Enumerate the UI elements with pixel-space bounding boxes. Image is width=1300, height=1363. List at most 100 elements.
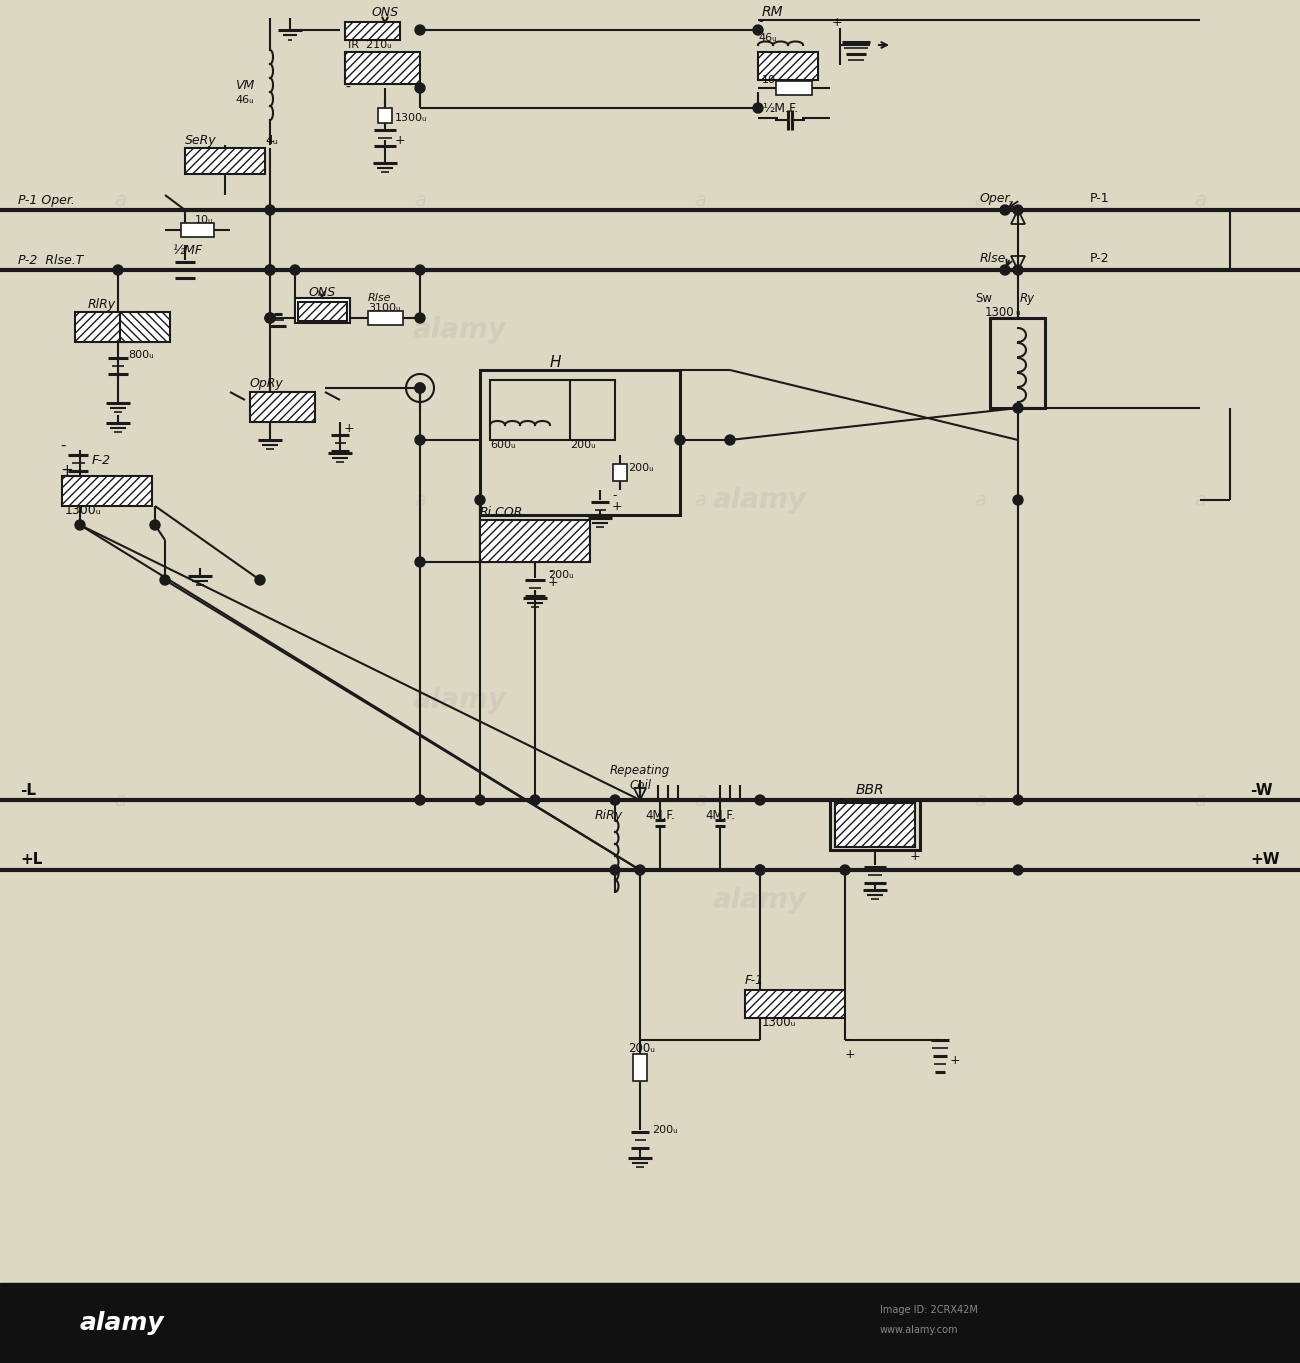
Circle shape [610,866,620,875]
Text: Repeating
Coil: Repeating Coil [610,765,670,792]
Text: +: + [910,849,920,863]
Text: a: a [114,491,126,510]
Bar [62,476,152,506]
Text: -: - [838,793,842,807]
Text: +W: +W [1251,852,1279,867]
Text: 600ᵤ: 600ᵤ [490,440,516,450]
Text: RM: RM [762,5,784,19]
Text: 10ᵤ: 10ᵤ [762,75,780,85]
Text: 4M.F.: 4M.F. [645,808,675,822]
Circle shape [634,866,645,875]
Text: P-1: P-1 [1089,191,1110,204]
Text: -: - [549,566,552,578]
Bar [835,803,915,846]
Circle shape [1013,866,1023,875]
Circle shape [1013,264,1023,275]
Circle shape [415,383,425,393]
Circle shape [725,435,734,444]
Bar [991,318,1045,408]
Text: H: H [549,354,560,369]
Text: Image ID: 2CRX42M: Image ID: 2CRX42M [880,1304,978,1315]
Text: -: - [60,438,65,453]
Circle shape [415,83,425,93]
Circle shape [265,204,276,215]
Text: a: a [974,191,985,210]
Circle shape [755,795,764,806]
Circle shape [530,795,540,806]
Bar [378,108,393,123]
Text: alamy: alamy [413,686,507,714]
Bar [614,463,627,481]
Text: alamy: alamy [413,316,507,343]
Text: IR  210ᵤ: IR 210ᵤ [348,40,391,50]
Bar [490,380,615,440]
Text: +: + [344,421,355,435]
Text: 4M.F.: 4M.F. [705,808,734,822]
Text: alamy: alamy [712,487,807,514]
Text: a: a [1193,491,1206,510]
Text: 200ᵤ: 200ᵤ [628,1041,655,1055]
Circle shape [474,795,485,806]
Text: ONS: ONS [308,285,335,298]
Text: SeRy: SeRy [185,134,217,146]
Text: P-2  Rlse.T: P-2 Rlse.T [18,254,83,267]
Text: Rlse: Rlse [980,252,1006,264]
Text: a: a [114,191,126,210]
Text: +: + [60,462,73,477]
Circle shape [265,313,276,323]
Text: Oper.: Oper. [980,191,1014,204]
Text: +: + [549,575,559,589]
Text: 200ᵤ: 200ᵤ [569,440,595,450]
Circle shape [753,25,763,35]
Text: 46ᵤ: 46ᵤ [758,33,777,44]
Circle shape [1000,204,1010,215]
Text: a: a [114,791,126,810]
Text: 46ᵤ: 46ᵤ [235,95,255,105]
Text: BBR: BBR [855,782,884,797]
Text: www.alamy.com: www.alamy.com [880,1325,958,1334]
Text: +: + [950,1054,961,1066]
Bar [368,311,403,324]
Bar [758,52,818,80]
Bar [75,312,140,342]
Text: ½M.F.: ½M.F. [762,101,798,114]
Circle shape [610,795,620,806]
Text: a: a [1193,191,1206,210]
Text: alamy: alamy [81,1311,165,1334]
Text: 10ᵤ: 10ᵤ [195,215,213,225]
Text: +L: +L [20,852,43,867]
Circle shape [75,521,84,530]
Text: OpRy: OpRy [250,376,283,390]
Text: a: a [413,491,426,510]
Circle shape [675,435,685,444]
Bar [776,80,812,95]
Bar [185,149,265,174]
Text: +: + [612,499,623,512]
Text: a: a [413,191,426,210]
Text: F-2: F-2 [92,454,111,466]
Text: a: a [974,491,985,510]
Circle shape [753,104,763,113]
Circle shape [415,25,425,35]
Circle shape [474,495,485,506]
Bar [480,369,680,515]
Text: +: + [395,134,406,146]
Text: 1300ᵤ: 1300ᵤ [762,1015,797,1029]
Text: a: a [694,191,706,210]
Text: -: - [344,80,350,95]
Text: RlRy: RlRy [88,297,116,311]
Bar [633,1054,647,1081]
Text: +: + [832,15,842,29]
Text: +: + [845,1048,855,1062]
Bar [250,393,315,423]
Text: 800ᵤ: 800ᵤ [127,350,153,360]
Circle shape [415,435,425,444]
Circle shape [265,264,276,275]
Text: a: a [1193,791,1206,810]
Bar [480,521,590,562]
Circle shape [1013,204,1023,215]
Bar [298,303,347,322]
Bar [829,800,920,851]
Text: a: a [694,491,706,510]
Text: RiRy: RiRy [595,808,623,822]
